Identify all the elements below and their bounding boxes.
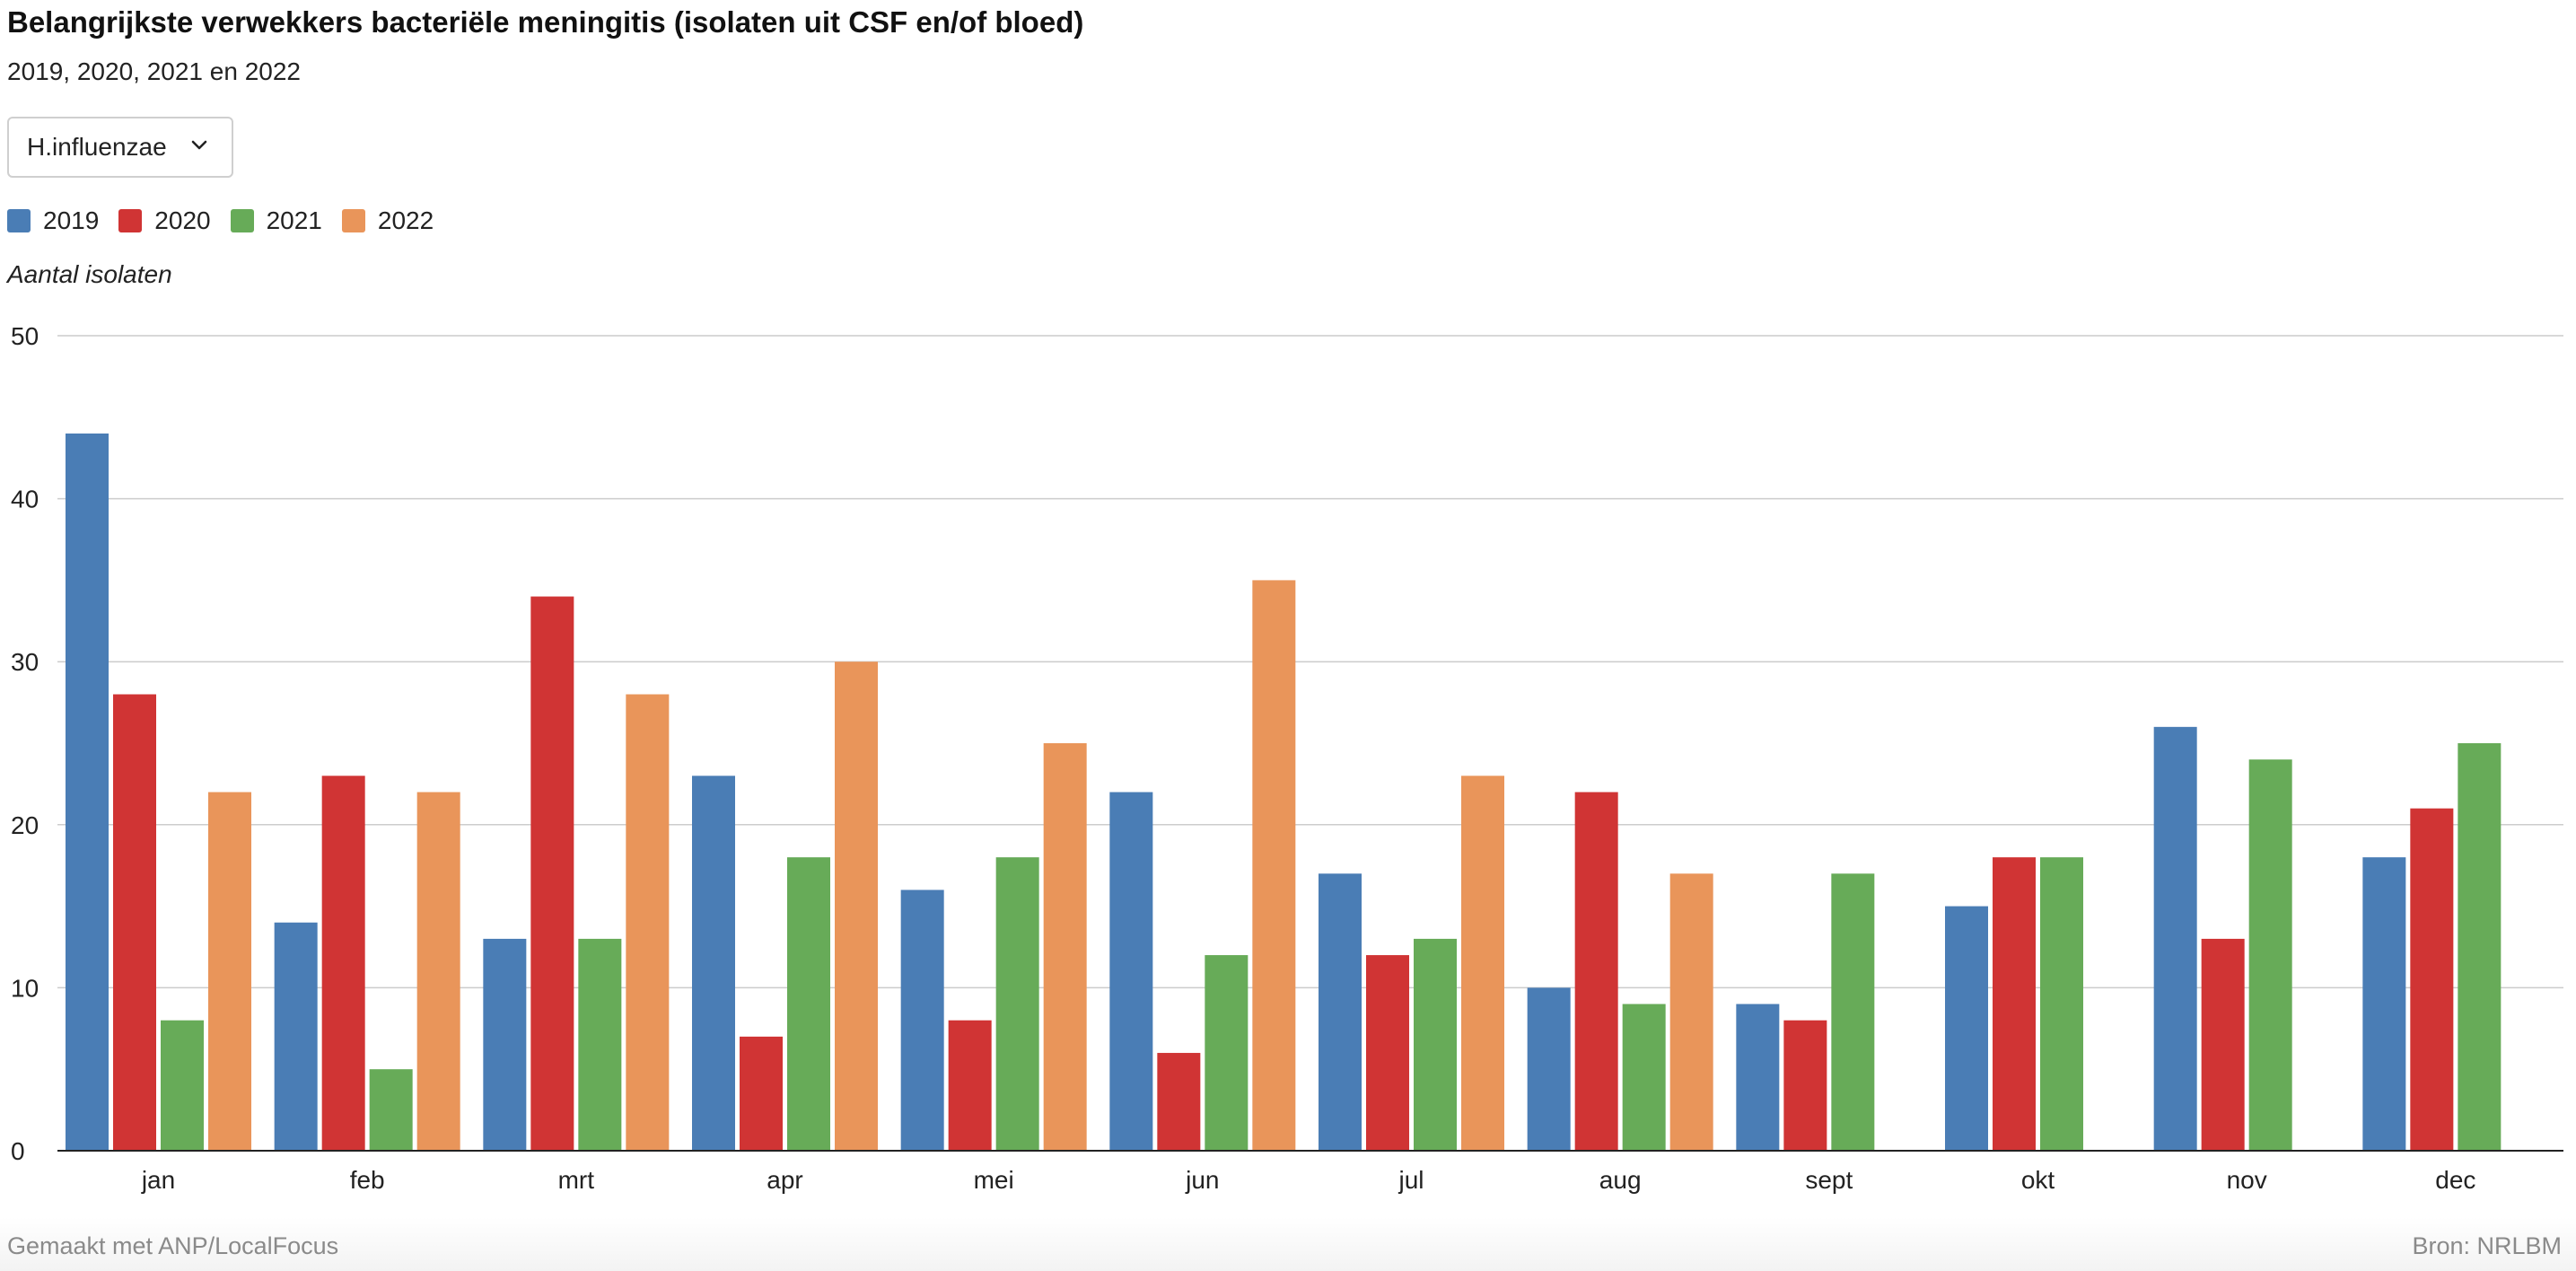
chevron-down-icon xyxy=(191,140,207,150)
bar-2019-nov xyxy=(2153,726,2197,1151)
legend-item-2020[interactable]: 2020 xyxy=(118,206,211,235)
y-tick-label: 30 xyxy=(11,648,39,676)
bar-2020-mei xyxy=(948,1020,992,1151)
bar-2022-jul xyxy=(1461,776,1504,1151)
bar-2022-feb xyxy=(416,792,460,1151)
bar-2019-mrt xyxy=(483,938,527,1151)
bar-2021-okt xyxy=(2040,857,2083,1151)
legend-label: 2022 xyxy=(377,206,434,234)
bar-2020-jan xyxy=(113,694,156,1151)
bar-2021-dec xyxy=(2458,743,2502,1151)
bar-2019-jul xyxy=(1319,873,1362,1151)
bar-2021-aug xyxy=(1622,1004,1666,1151)
bar-2019-jun xyxy=(1109,792,1153,1151)
x-tick-label: mrt xyxy=(558,1166,595,1194)
bar-2020-apr xyxy=(740,1036,783,1151)
x-tick-label: dec xyxy=(2435,1166,2475,1194)
legend-swatch xyxy=(7,209,31,232)
bar-2021-apr xyxy=(787,857,830,1151)
pathogen-select[interactable]: H.influenzae xyxy=(7,117,233,178)
bar-2020-sept xyxy=(1783,1020,1827,1151)
bar-2022-mrt xyxy=(626,694,670,1151)
bar-2022-jun xyxy=(1252,580,1296,1151)
x-tick-label: feb xyxy=(350,1166,385,1194)
y-tick-label: 40 xyxy=(11,486,39,513)
bar-2022-jan xyxy=(208,792,251,1151)
bar-2021-feb xyxy=(369,1069,413,1151)
x-tick-label: jan xyxy=(141,1166,175,1194)
legend-label: 2020 xyxy=(154,206,211,234)
legend-item-2019[interactable]: 2019 xyxy=(7,206,99,235)
footer-source: Bron: NRLBM xyxy=(2412,1232,2562,1259)
legend-item-2022[interactable]: 2022 xyxy=(341,206,434,235)
y-tick-label: 50 xyxy=(11,322,39,350)
x-tick-label: jun xyxy=(1185,1166,1219,1194)
legend-label: 2019 xyxy=(43,206,100,234)
bar-2019-sept xyxy=(1736,1004,1780,1151)
bar-2021-jan xyxy=(161,1020,204,1151)
bar-2019-okt xyxy=(1945,906,1988,1151)
y-tick-label: 0 xyxy=(11,1137,25,1165)
bar-2021-mrt xyxy=(578,938,622,1151)
bar-2019-feb xyxy=(274,922,318,1151)
x-tick-label: apr xyxy=(767,1166,802,1194)
bar-2020-aug xyxy=(1574,792,1618,1151)
x-tick-label: nov xyxy=(2227,1166,2267,1194)
legend-item-2021[interactable]: 2021 xyxy=(230,206,322,235)
footer-credit: Gemaakt met ANP/LocalFocus xyxy=(7,1232,339,1259)
bar-2019-dec xyxy=(2362,857,2406,1151)
bar-2022-aug xyxy=(1669,873,1713,1151)
bar-2022-mei xyxy=(1043,743,1087,1151)
bar-2022-apr xyxy=(835,662,878,1151)
bar-2020-jul xyxy=(1366,955,1409,1151)
chart-title: Belangrijkste verwekkers bacteriële meni… xyxy=(7,5,1084,39)
bar-2020-mrt xyxy=(530,596,574,1151)
x-tick-label: okt xyxy=(2021,1166,2055,1194)
bar-2020-dec xyxy=(2410,808,2454,1151)
bar-2021-sept xyxy=(1831,873,1875,1151)
footer: Gemaakt met ANP/LocalFocus Bron: NRLBM xyxy=(0,1217,2576,1271)
bar-2019-apr xyxy=(692,776,735,1151)
x-tick-label: mei xyxy=(974,1166,1014,1194)
pathogen-select-value: H.influenzae xyxy=(27,133,167,161)
x-tick-label: jul xyxy=(1398,1166,1424,1194)
chart-subtitle: 2019, 2020, 2021 en 2022 xyxy=(7,57,301,85)
y-tick-label: 20 xyxy=(11,811,39,839)
bar-2021-jun xyxy=(1205,955,1249,1151)
x-tick-label: aug xyxy=(1599,1166,1642,1194)
bar-2021-jul xyxy=(1414,938,1457,1151)
bar-2019-mei xyxy=(900,890,944,1151)
legend-swatch xyxy=(118,209,143,232)
x-tick-label: sept xyxy=(1805,1166,1853,1194)
bar-2020-jun xyxy=(1157,1053,1201,1151)
bar-2019-aug xyxy=(1527,987,1571,1151)
y-tick-label: 10 xyxy=(11,974,39,1002)
legend-swatch xyxy=(341,209,365,232)
bar-2020-feb xyxy=(321,776,365,1151)
bar-2019-jan xyxy=(66,433,109,1152)
bar-2020-okt xyxy=(1993,857,2036,1151)
y-axis-label: Aantal isolaten xyxy=(7,260,172,288)
legend-swatch xyxy=(230,209,254,232)
bar-2021-mei xyxy=(995,857,1039,1151)
legend-label: 2021 xyxy=(266,206,322,234)
legend: 2019 2020 2021 2022 xyxy=(7,206,453,235)
bar-2021-nov xyxy=(2248,759,2292,1151)
bar-2020-nov xyxy=(2201,938,2245,1151)
